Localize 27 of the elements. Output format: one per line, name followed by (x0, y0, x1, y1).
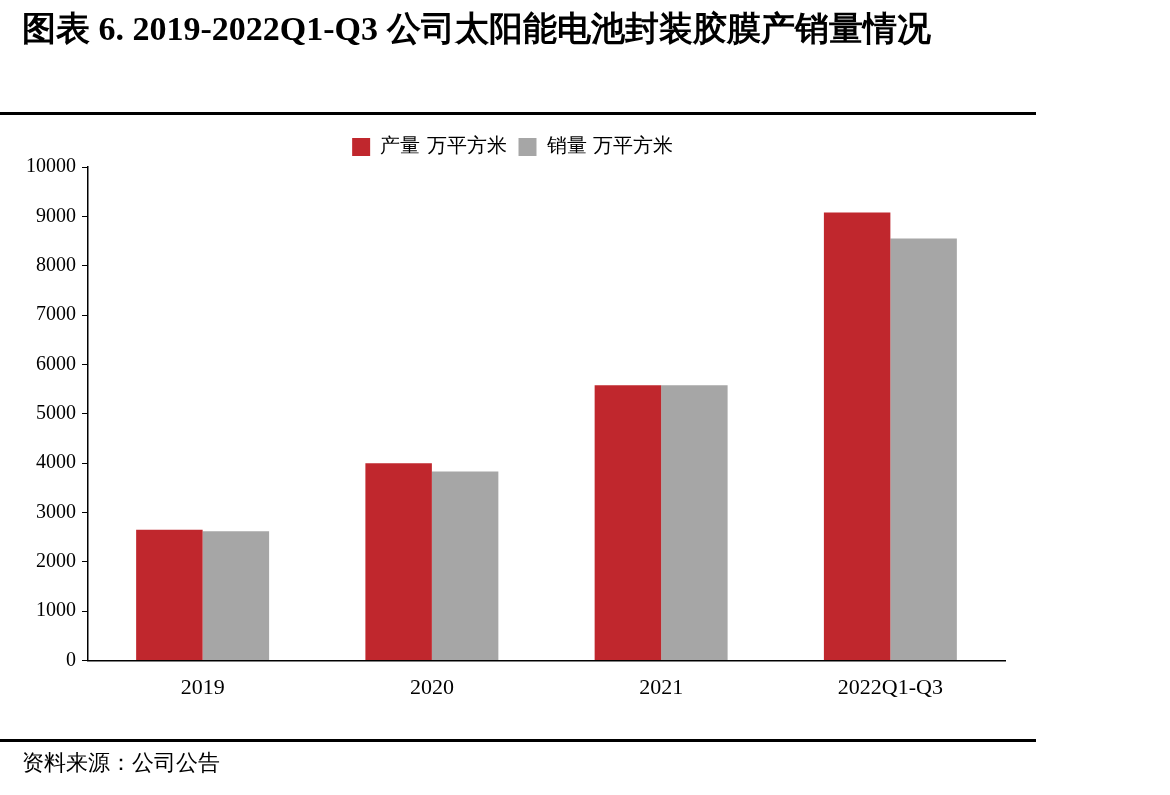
legend-label: 产量 万平方米 (380, 133, 507, 158)
bar (431, 471, 499, 661)
x-tick-label: 2022Q1-Q3 (837, 673, 943, 699)
x-tick-label: 2020 (409, 673, 454, 699)
y-tick-label: 0 (66, 647, 76, 670)
bar (890, 238, 957, 661)
y-tick-label: 4000 (36, 450, 76, 473)
y-tick-label: 3000 (36, 499, 76, 522)
bar (202, 531, 270, 661)
y-tick-label: 5000 (36, 401, 76, 424)
legend-label: 销量 万平方米 (545, 133, 673, 158)
bar (661, 385, 728, 661)
x-tick-label: 2019 (180, 673, 225, 699)
y-tick-label: 7000 (36, 302, 76, 325)
bar (823, 212, 891, 661)
chart-title: 图表 6. 2019-2022Q1-Q3 公司太阳能电池封装胶膜产销量情况 (22, 9, 932, 49)
bar (136, 529, 203, 661)
y-tick-label: 9000 (36, 203, 76, 226)
y-tick-label: 1000 (36, 598, 76, 621)
y-tick-label: 10000 (26, 154, 76, 177)
y-tick-label: 8000 (36, 252, 76, 275)
x-tick-label: 2021 (639, 673, 684, 699)
bar (594, 385, 662, 661)
y-tick-label: 2000 (36, 549, 76, 572)
y-tick-label: 6000 (36, 351, 76, 374)
bar (365, 463, 432, 661)
text: 资料来源：公司公告 (22, 749, 220, 777)
